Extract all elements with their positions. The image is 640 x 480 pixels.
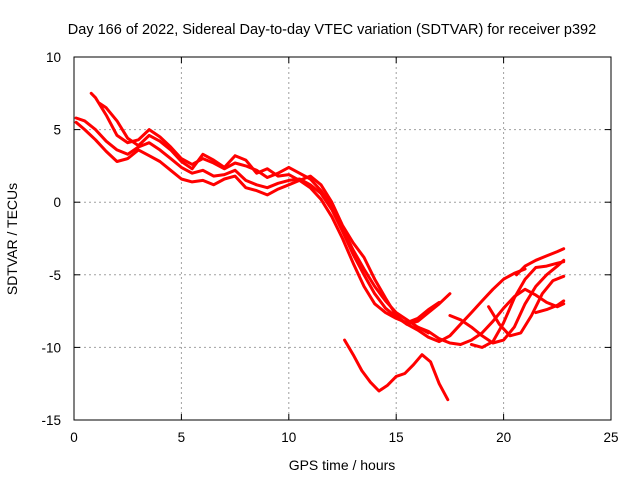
series-line-track-11 bbox=[515, 247, 566, 277]
y-axis-label: SDTVAR / TECUs bbox=[4, 183, 20, 295]
series-line-track-5 bbox=[343, 338, 450, 402]
series-line-track-7 bbox=[416, 287, 566, 346]
x-tick-label: 20 bbox=[496, 430, 511, 445]
x-tick-label: 15 bbox=[389, 430, 404, 445]
y-tick-label: -10 bbox=[41, 340, 61, 355]
series-line-track-3 bbox=[89, 91, 430, 335]
y-tick-label: -5 bbox=[49, 268, 61, 283]
x-tick-label: 25 bbox=[603, 430, 618, 445]
plot-frame bbox=[73, 56, 612, 421]
y-tick-label: 5 bbox=[53, 123, 61, 138]
series-line-track-6 bbox=[394, 267, 527, 344]
series-line-track-12 bbox=[534, 299, 566, 315]
series-group bbox=[74, 91, 566, 402]
series-line-track-9 bbox=[469, 260, 566, 349]
x-tick-label: 10 bbox=[281, 430, 296, 445]
x-axis-label: GPS time / hours bbox=[289, 457, 396, 473]
y-tick-label: 0 bbox=[53, 195, 61, 210]
y-tick-label: -15 bbox=[41, 413, 61, 428]
series-line-track-1 bbox=[74, 120, 441, 325]
grid bbox=[74, 57, 611, 420]
x-tick-label: 0 bbox=[70, 430, 78, 445]
x-tick-label: 5 bbox=[178, 430, 186, 445]
chart-title: Day 166 of 2022, Sidereal Day-to-day VTE… bbox=[68, 22, 596, 38]
series-line-track-10 bbox=[487, 274, 566, 338]
axis-ticks: 0 5 10 15 20 25 10 5 0 -5 -10 -15 bbox=[41, 50, 618, 445]
series-line-track-4 bbox=[98, 102, 398, 317]
y-tick-label: 10 bbox=[46, 50, 61, 65]
series-line-track-2 bbox=[74, 116, 452, 326]
